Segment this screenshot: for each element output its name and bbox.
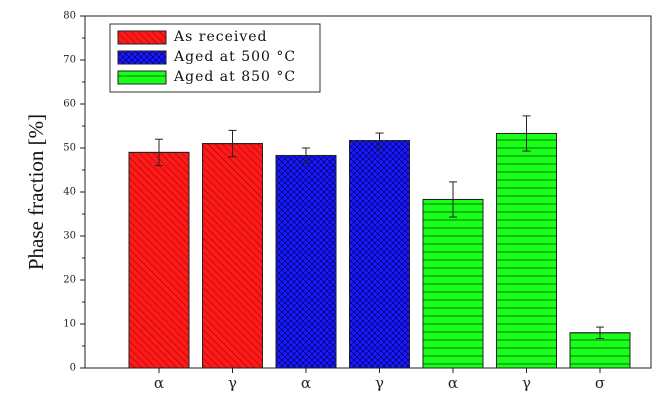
legend-swatch-pattern [117, 70, 167, 85]
bar-pattern [275, 154, 337, 369]
y-tick-label: 50 [63, 143, 76, 154]
bar-pattern [128, 151, 190, 369]
legend-label: As received [173, 29, 267, 45]
bar-pattern [422, 198, 484, 369]
legend: As received Aged at 500 °C Aged at 850 °C [109, 23, 321, 93]
legend-label: Aged at 500 °C [173, 49, 296, 65]
error-bars-group [155, 115, 604, 340]
legend-swatch-pattern [117, 30, 167, 45]
x-tick-label: α [301, 374, 311, 392]
legend-label: Aged at 850 °C [173, 69, 296, 85]
bar-pattern [496, 132, 557, 369]
x-tick-label: γ [228, 374, 237, 392]
x-tick-label: α [154, 374, 164, 392]
y-tick-label: 30 [63, 231, 76, 242]
y-tick-label: 0 [70, 363, 76, 374]
x-tick-label: γ [522, 374, 531, 392]
y-axis-label: Phase fraction [%] [24, 114, 48, 270]
x-tick-label: σ [595, 374, 605, 392]
y-tick-label: 10 [63, 319, 76, 330]
legend-swatch-pattern [117, 50, 167, 65]
y-tick-label: 70 [63, 55, 76, 66]
y-tick-label: 20 [63, 275, 76, 286]
y-axis: 0 10 20 30 40 50 60 70 80 [63, 11, 85, 374]
y-tick-label: 40 [63, 187, 76, 198]
x-tick-label: γ [375, 374, 384, 392]
bar-pattern [202, 143, 263, 369]
x-tick-label: α [448, 374, 458, 392]
bar-pattern [349, 140, 410, 369]
bars-group [128, 132, 631, 369]
y-tick-label: 80 [63, 11, 76, 22]
y-tick-label: 60 [63, 99, 76, 110]
